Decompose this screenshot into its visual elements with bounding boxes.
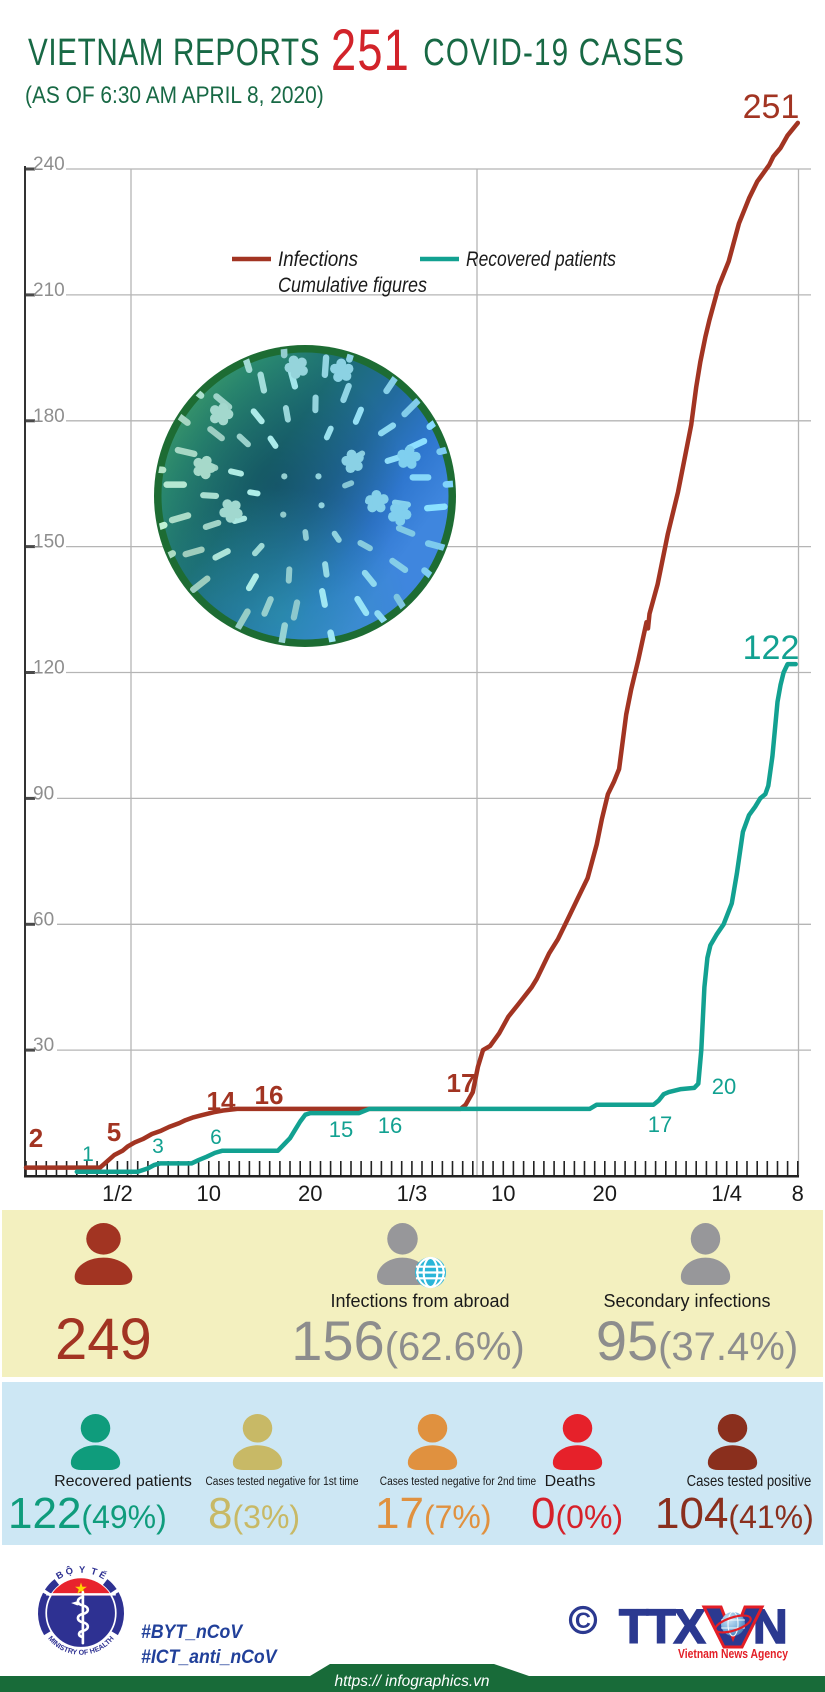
svg-text:10: 10 bbox=[197, 1181, 221, 1206]
svg-text:Vietnam News Agency: Vietnam News Agency bbox=[678, 1647, 788, 1661]
svg-text:1: 1 bbox=[82, 1143, 94, 1166]
svg-text:14: 14 bbox=[207, 1086, 236, 1116]
svg-text:20: 20 bbox=[298, 1181, 322, 1206]
svg-text:60: 60 bbox=[33, 909, 54, 930]
svg-text:120: 120 bbox=[33, 658, 65, 679]
svg-text:30: 30 bbox=[33, 1035, 54, 1056]
svg-text:Cumulative figures: Cumulative figures bbox=[278, 274, 427, 297]
svg-text:16: 16 bbox=[255, 1080, 284, 1110]
svg-text:1/2: 1/2 bbox=[102, 1181, 133, 1206]
svg-text:240: 240 bbox=[33, 154, 65, 175]
svg-text:90: 90 bbox=[33, 783, 54, 804]
svg-text:https:// infographics.vn: https:// infographics.vn bbox=[334, 1673, 489, 1690]
svg-text:251: 251 bbox=[743, 88, 800, 126]
svg-text:B Ộ Y T Ế: B Ộ Y T Ế bbox=[54, 1564, 108, 1581]
svg-text:15: 15 bbox=[329, 1117, 353, 1142]
svg-text:Infections: Infections bbox=[278, 248, 358, 271]
svg-text:122: 122 bbox=[743, 629, 800, 667]
svg-text:17: 17 bbox=[648, 1112, 672, 1137]
svg-text:210: 210 bbox=[33, 280, 65, 301]
svg-text:N: N bbox=[753, 1601, 788, 1654]
svg-text:20: 20 bbox=[593, 1181, 617, 1206]
svg-text:10: 10 bbox=[491, 1181, 515, 1206]
svg-text:TTX: TTX bbox=[619, 1601, 706, 1654]
svg-text:3: 3 bbox=[152, 1135, 164, 1158]
svg-text:180: 180 bbox=[33, 406, 65, 427]
svg-text:2: 2 bbox=[29, 1123, 43, 1153]
svg-text:20: 20 bbox=[712, 1074, 736, 1099]
svg-text:1/3: 1/3 bbox=[397, 1181, 428, 1206]
svg-text:Recovered patients: Recovered patients bbox=[466, 248, 616, 271]
svg-text:8: 8 bbox=[792, 1181, 804, 1206]
svg-text:150: 150 bbox=[33, 532, 65, 553]
svg-text:5: 5 bbox=[107, 1117, 121, 1147]
svg-text:1/4: 1/4 bbox=[711, 1181, 742, 1206]
svg-text:16: 16 bbox=[378, 1113, 402, 1138]
svg-text:17: 17 bbox=[447, 1068, 476, 1098]
svg-text:C: C bbox=[575, 1608, 591, 1633]
svg-text:6: 6 bbox=[210, 1126, 222, 1149]
